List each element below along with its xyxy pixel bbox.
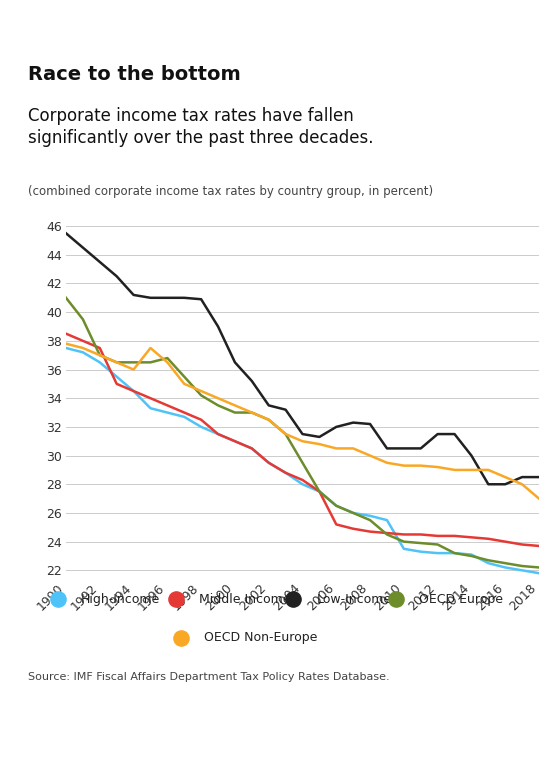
Text: Race to the bottom: Race to the bottom — [28, 65, 240, 84]
Text: (combined corporate income tax rates by country group, in percent): (combined corporate income tax rates by … — [28, 185, 433, 198]
Text: Middle Income: Middle Income — [199, 593, 290, 605]
Text: High-Income: High-Income — [81, 593, 161, 605]
Text: Source: IMF Fiscal Affairs Department Tax Policy Rates Database.: Source: IMF Fiscal Affairs Department Ta… — [28, 671, 389, 681]
Text: OECD Europe: OECD Europe — [419, 593, 503, 605]
Text: Corporate income tax rates have fallen
significantly over the past three decades: Corporate income tax rates have fallen s… — [28, 106, 373, 147]
Text: OECD Non-Europe: OECD Non-Europe — [204, 631, 317, 644]
Text: Low-Income: Low-Income — [316, 593, 392, 605]
Text: INTERNATIONAL MONETARY FUND: INTERNATIONAL MONETARY FUND — [104, 732, 446, 750]
